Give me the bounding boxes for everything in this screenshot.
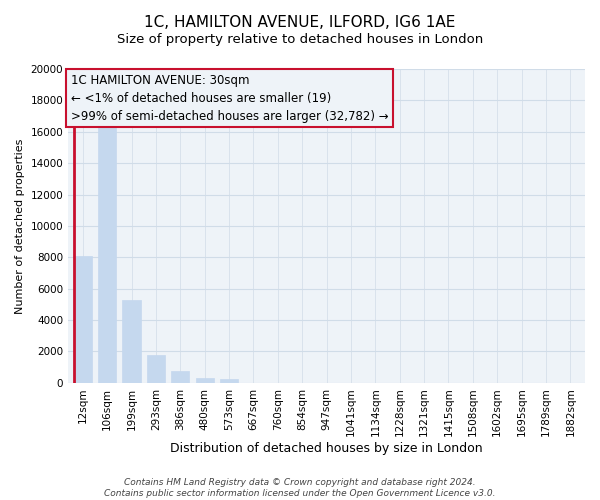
- Bar: [98, 124, 116, 383]
- Y-axis label: Number of detached properties: Number of detached properties: [15, 138, 25, 314]
- Bar: [74, 256, 92, 383]
- X-axis label: Distribution of detached houses by size in London: Distribution of detached houses by size …: [170, 442, 483, 455]
- Text: 1C, HAMILTON AVENUE, ILFORD, IG6 1AE: 1C, HAMILTON AVENUE, ILFORD, IG6 1AE: [145, 15, 455, 30]
- Bar: [171, 371, 190, 383]
- Text: 1C HAMILTON AVENUE: 30sqm
← <1% of detached houses are smaller (19)
>99% of semi: 1C HAMILTON AVENUE: 30sqm ← <1% of detac…: [71, 74, 388, 122]
- Bar: [220, 379, 238, 383]
- Bar: [196, 378, 214, 383]
- Text: Size of property relative to detached houses in London: Size of property relative to detached ho…: [117, 32, 483, 46]
- Bar: [122, 300, 140, 383]
- Bar: [147, 356, 165, 383]
- Text: Contains HM Land Registry data © Crown copyright and database right 2024.
Contai: Contains HM Land Registry data © Crown c…: [104, 478, 496, 498]
